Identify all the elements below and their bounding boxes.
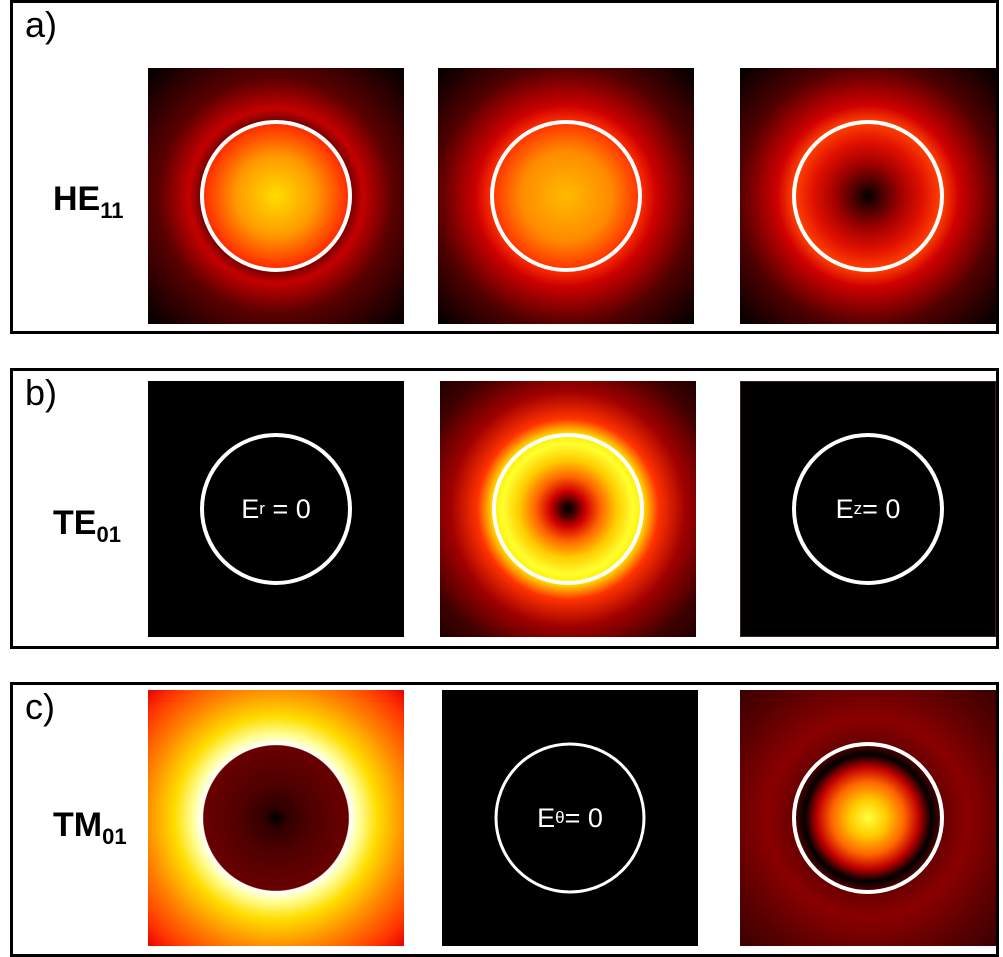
field-map	[438, 68, 694, 324]
tm01-er-panel	[148, 690, 404, 946]
mode-label-tm01: TM01	[53, 806, 127, 849]
core-outline	[200, 120, 352, 272]
row-tag-c: c)	[25, 686, 55, 727]
row-tag-a: a)	[25, 4, 58, 45]
core-outline	[792, 742, 944, 894]
he11-ez-panel	[740, 68, 996, 324]
core-outline	[492, 433, 644, 585]
core-outline	[494, 742, 646, 894]
row-tag-b: b)	[25, 372, 58, 413]
field-map	[148, 690, 404, 946]
he11-etheta-panel	[438, 68, 694, 324]
field-map	[148, 68, 404, 324]
mode-label-te01: TE01	[53, 504, 121, 547]
field-map	[740, 68, 996, 324]
core-outline	[200, 433, 352, 585]
mode-label-he11: HE11	[53, 180, 124, 223]
field-map	[148, 381, 404, 637]
field-map	[442, 690, 698, 946]
te01-etheta-panel	[440, 381, 696, 637]
core-outline	[792, 120, 944, 272]
tm01-ez-panel	[740, 690, 996, 946]
field-map	[740, 690, 996, 946]
core-outline	[792, 433, 944, 585]
field-map	[440, 381, 696, 637]
field-map	[740, 381, 996, 637]
core-outline	[490, 120, 642, 272]
he11-er-panel	[148, 68, 404, 324]
